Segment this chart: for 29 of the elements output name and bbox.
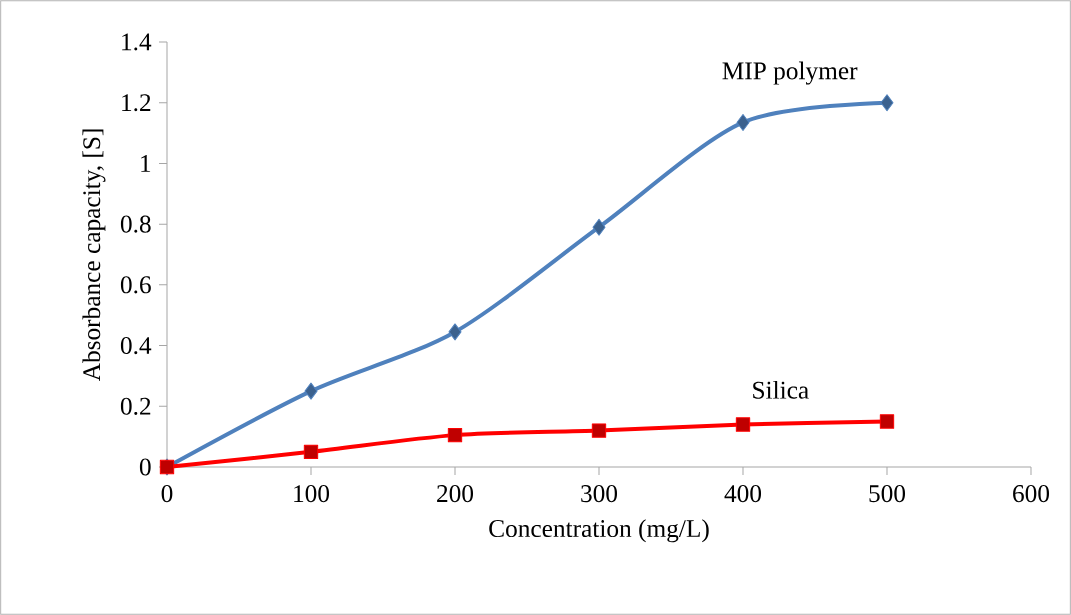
x-tick-label: 600 <box>1013 485 1050 503</box>
y-tick-label: 0 <box>139 458 151 476</box>
point <box>448 323 462 341</box>
y-tick-label: 0.8 <box>120 215 151 233</box>
x-tick-label: 100 <box>294 485 330 503</box>
x-tick-label: 300 <box>581 485 618 503</box>
series-label: Silica <box>753 380 809 399</box>
x-tick-label: 500 <box>869 485 906 503</box>
y-tick-label: 0.4 <box>120 336 152 355</box>
y-tick-label: 0.2 <box>120 397 151 415</box>
point <box>880 94 894 112</box>
y-axis-title: Absorbance capacity, [S] <box>82 129 106 382</box>
point <box>736 113 750 131</box>
y-tick-label: 1 <box>141 155 151 172</box>
point <box>303 444 319 459</box>
point <box>304 382 318 400</box>
series-label: MIP polymer <box>722 61 858 85</box>
point <box>447 427 463 443</box>
x-tick-label: 0 <box>161 485 173 503</box>
point <box>591 423 607 438</box>
y-tick-label: 1.4 <box>122 33 152 51</box>
point <box>592 218 606 236</box>
x-tick-label: 200 <box>437 485 474 503</box>
y-tick-label: 1.2 <box>122 94 151 112</box>
point <box>879 414 895 429</box>
x-tick-label: 400 <box>724 485 762 503</box>
x-axis-title: Concentration (mg/L) <box>489 519 709 543</box>
y-tick-label: 0.6 <box>120 276 151 294</box>
point <box>735 417 751 432</box>
